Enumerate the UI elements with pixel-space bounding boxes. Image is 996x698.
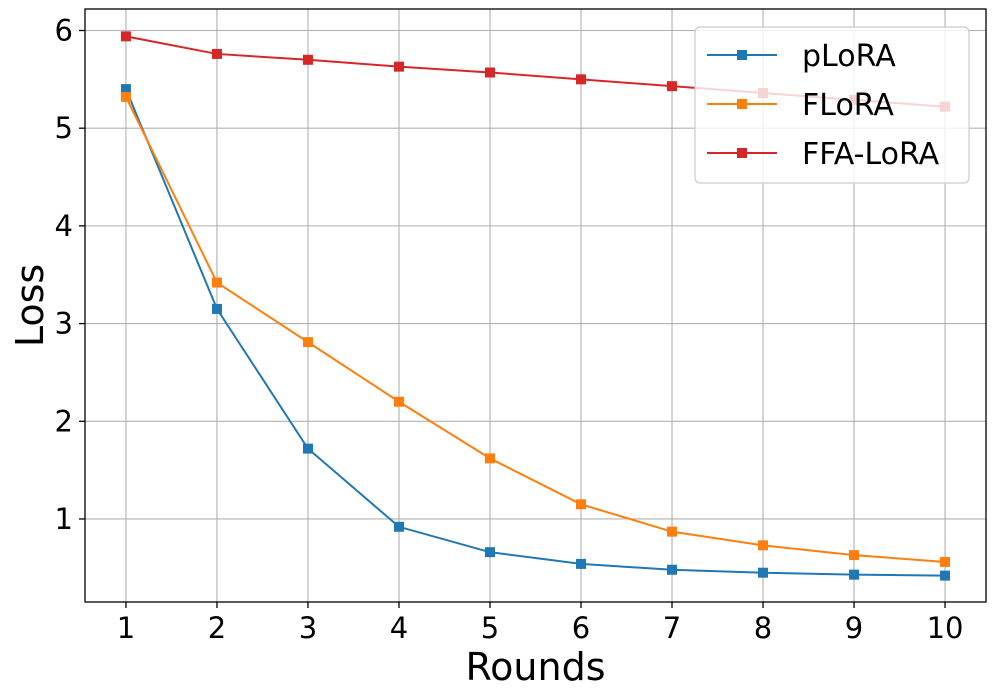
x-tick-label: 4 bbox=[390, 611, 408, 645]
legend: pLoRA FLoRA FFA-LoRA bbox=[694, 26, 970, 184]
grid bbox=[85, 9, 986, 602]
data-point bbox=[484, 547, 495, 558]
x-tick-label: 10 bbox=[927, 611, 964, 645]
x-tick-label: 7 bbox=[663, 611, 681, 645]
data-point bbox=[758, 567, 769, 578]
series-plora bbox=[120, 84, 951, 581]
data-point bbox=[120, 84, 131, 95]
legend-swatch-marker bbox=[737, 148, 747, 158]
legend-item: pLoRA bbox=[707, 39, 896, 74]
x-tick-label: 3 bbox=[299, 611, 317, 645]
data-point bbox=[484, 67, 495, 78]
axis-ticks: 1 2 3 4 5 6 7 8 9 10 1 2 3 4 5 6 bbox=[55, 13, 964, 645]
legend-item: FLoRA bbox=[707, 88, 894, 123]
data-point bbox=[211, 48, 222, 59]
data-point bbox=[120, 31, 131, 42]
data-point bbox=[576, 558, 587, 569]
x-tick-label: 1 bbox=[117, 611, 135, 645]
data-point bbox=[940, 570, 951, 581]
series-line bbox=[125, 88, 946, 577]
data-point bbox=[393, 521, 404, 532]
legend-item: FFA-LoRA bbox=[707, 137, 940, 172]
data-point bbox=[576, 74, 587, 85]
y-tick-label: 2 bbox=[55, 404, 73, 438]
x-tick-label: 9 bbox=[845, 611, 863, 645]
series-line bbox=[125, 96, 946, 563]
x-tick-label: 2 bbox=[208, 611, 226, 645]
legend-swatch-marker bbox=[737, 50, 747, 60]
x-tick-label: 6 bbox=[572, 611, 590, 645]
data-point bbox=[393, 61, 404, 72]
data-point bbox=[576, 499, 587, 510]
legend-box bbox=[694, 26, 970, 184]
plot-frame bbox=[84, 8, 987, 603]
x-tick-label: 8 bbox=[754, 611, 772, 645]
data-point bbox=[302, 54, 313, 65]
legend-swatch-marker bbox=[737, 99, 747, 109]
x-tick-label: 5 bbox=[481, 611, 499, 645]
x-axis-title: Rounds bbox=[465, 645, 605, 689]
data-point bbox=[211, 303, 222, 314]
legend-label: pLoRA bbox=[802, 39, 896, 74]
data-point bbox=[302, 443, 313, 454]
y-tick-label: 1 bbox=[55, 502, 73, 536]
series-flora bbox=[120, 91, 951, 567]
y-tick-label: 3 bbox=[55, 307, 73, 341]
legend-label: FFA-LoRA bbox=[802, 137, 940, 172]
data-point bbox=[211, 277, 222, 288]
data-point bbox=[302, 337, 313, 348]
data-point bbox=[849, 550, 860, 561]
y-tick-label: 6 bbox=[55, 13, 73, 47]
y-tick-label: 4 bbox=[55, 209, 73, 243]
data-point bbox=[667, 526, 678, 537]
data-point bbox=[758, 540, 769, 551]
y-tick-label: 5 bbox=[55, 111, 73, 145]
data-point bbox=[667, 564, 678, 575]
data-point bbox=[940, 556, 951, 567]
data-point bbox=[667, 81, 678, 92]
data-point bbox=[484, 453, 495, 464]
data-point bbox=[849, 569, 860, 580]
data-point bbox=[393, 396, 404, 407]
data-point bbox=[120, 91, 131, 102]
y-axis-title: Loss bbox=[8, 264, 52, 347]
legend-label: FLoRA bbox=[802, 88, 894, 123]
